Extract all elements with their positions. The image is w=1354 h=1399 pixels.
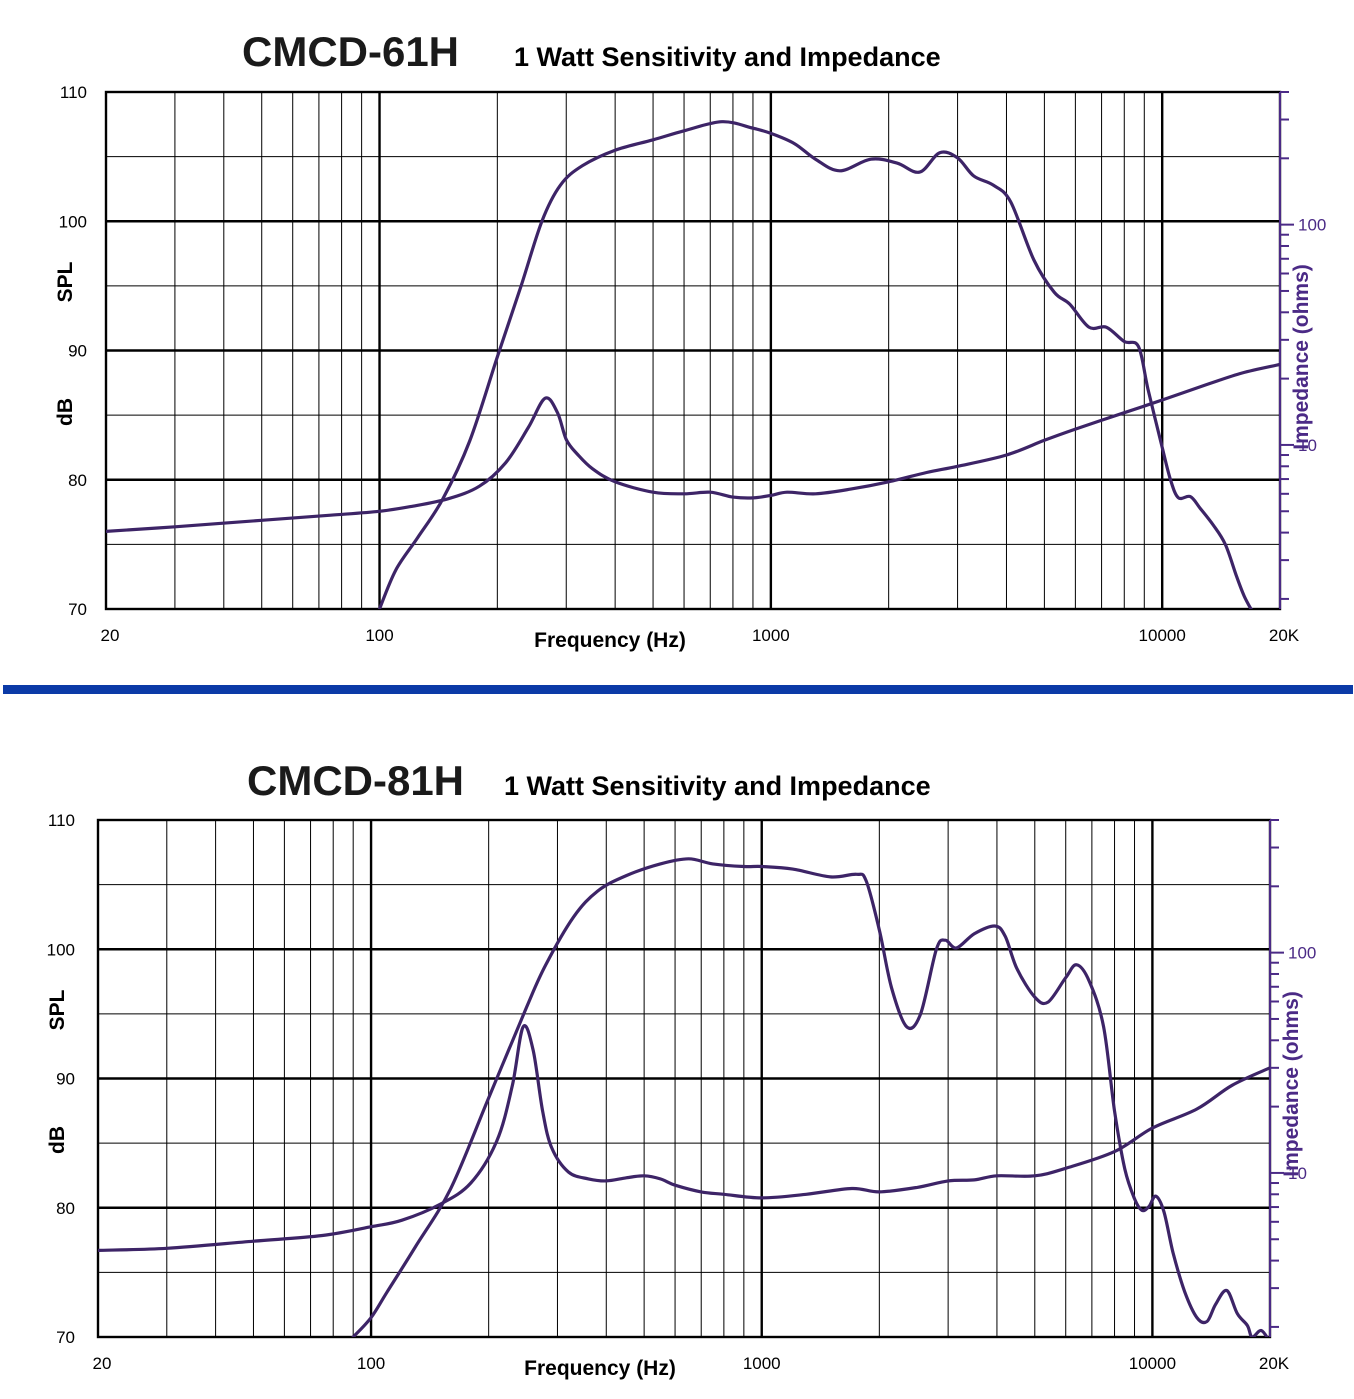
section-divider — [3, 685, 1353, 694]
impedance-curve — [106, 362, 1280, 533]
x-tick-label: 20K — [1259, 1354, 1290, 1373]
y-axis-label-db: dB — [46, 1126, 69, 1154]
x-tick-label: 20K — [1269, 626, 1300, 645]
chart-model-name: CMCD-61H — [242, 28, 459, 75]
y2-axis-label: Impedance (ohms) — [1290, 264, 1313, 450]
chart-model-name: CMCD-81H — [247, 757, 464, 804]
x-tick-label: 20 — [101, 626, 120, 645]
chart-title: 1 Watt Sensitivity and Impedance — [504, 771, 931, 801]
y2-axis-label: Impedance (ohms) — [1280, 991, 1303, 1177]
y2-tick-label: 100 — [1298, 216, 1326, 235]
y-tick-label: 70 — [56, 1328, 75, 1347]
x-tick-label: 10000 — [1139, 626, 1186, 645]
y-tick-label: 70 — [68, 600, 87, 619]
y-axis-label-spl: SPL — [54, 261, 77, 302]
impedance-curve — [98, 1024, 1270, 1252]
x-axis-label: Frequency (Hz) — [524, 1357, 676, 1380]
y-tick-label: 90 — [68, 342, 87, 361]
chart-cmcd-61h: CMCD-61H 1 Watt Sensitivity and Impedanc… — [54, 28, 1326, 652]
x-tick-label: 100 — [357, 1354, 385, 1373]
y-axis-label-db: dB — [54, 398, 77, 426]
y-tick-label: 100 — [59, 212, 87, 231]
x-tick-label: 1000 — [752, 626, 790, 645]
x-tick-label: 10000 — [1129, 1354, 1176, 1373]
y2-tick-label: 10 — [1298, 436, 1317, 455]
y2-tick-label: 100 — [1288, 944, 1316, 963]
y-tick-label: 110 — [60, 83, 87, 102]
y-tick-label: 90 — [56, 1070, 75, 1089]
y-tick-label: 110 — [48, 811, 75, 830]
x-tick-label: 1000 — [743, 1354, 781, 1373]
x-tick-label: 100 — [365, 626, 393, 645]
x-tick-label: 20 — [93, 1354, 112, 1373]
chart-cmcd-81h: CMCD-81H 1 Watt Sensitivity and Impedanc… — [46, 757, 1316, 1380]
y2-tick-label: 10 — [1288, 1164, 1307, 1183]
y-tick-label: 80 — [56, 1199, 75, 1218]
y-tick-label: 80 — [68, 471, 87, 490]
spl-curve — [351, 857, 1269, 1337]
chart-title: 1 Watt Sensitivity and Impedance — [514, 42, 941, 72]
y-axis-label-spl: SPL — [46, 989, 69, 1030]
spl-curve — [377, 120, 1253, 609]
y-tick-label: 100 — [47, 940, 75, 959]
x-axis-label: Frequency (Hz) — [534, 629, 686, 652]
